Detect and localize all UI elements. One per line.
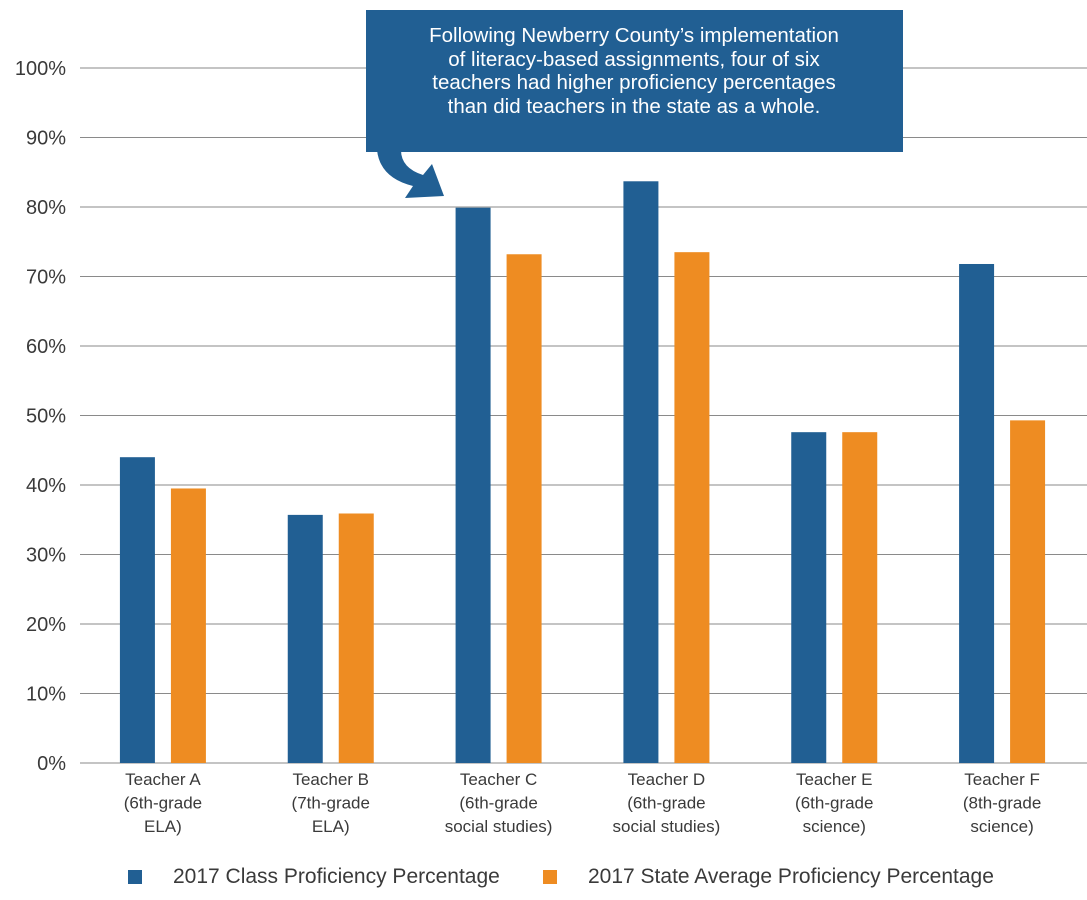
bar-state (506, 254, 542, 763)
category-label: ELA) (144, 817, 182, 836)
category-label: (6th-grade (459, 794, 537, 813)
y-tick-label: 10% (26, 684, 66, 706)
callout-line: teachers had higher proficiency percenta… (432, 71, 836, 94)
category-label: Teacher D (628, 770, 705, 789)
y-tick-label: 30% (26, 545, 66, 567)
bar-state (1010, 420, 1046, 763)
y-tick-label: 70% (26, 267, 66, 289)
bar-state (674, 252, 710, 764)
bar-class (287, 514, 323, 763)
callout-arrow (377, 150, 444, 198)
bar-state (842, 432, 878, 763)
legend-swatch-class (128, 870, 142, 884)
category-label: social studies) (445, 817, 553, 836)
category-label: science) (970, 817, 1033, 836)
callout-line: than did teachers in the state as a whol… (447, 94, 821, 118)
callout-line: of literacy-based assignments, four of s… (448, 47, 820, 71)
category-label: Teacher F (964, 770, 1040, 789)
y-tick-label: 60% (26, 336, 66, 358)
y-tick-label: 50% (26, 406, 66, 428)
y-tick-label: 90% (26, 128, 66, 150)
category-labels: Teacher A (6th-grade ELA) Teacher B (7th-gra… (124, 770, 1042, 836)
category-label: (6th-grade (627, 794, 705, 813)
bar-class (119, 457, 155, 763)
category-label: Teacher E (796, 770, 873, 789)
y-axis-ticks: 0% 10% 20% 30% 40% 50% 60% 70% 80% 90% 100% (15, 58, 66, 775)
category-label: ELA) (312, 817, 350, 836)
category-label: (8th-grade (963, 794, 1041, 813)
category-label: Teacher C (460, 770, 537, 789)
category-label: social studies) (613, 817, 721, 836)
bar-chart: 0% 10% 20% 30% 40% 50% 60% 70% 80% 90% 100% Teache… (15, 10, 1087, 836)
callout-background (366, 10, 903, 152)
category-label: (6th-grade (795, 794, 873, 813)
bars (119, 181, 1046, 764)
callout-box (366, 10, 903, 198)
callout-text: Following Newberry County’s implementati… (368, 24, 900, 118)
bar-class (959, 263, 995, 763)
bar-class (623, 181, 659, 763)
legend-label-class: 2017 Class Proficiency Percentage (173, 865, 500, 888)
callout-line: Following Newberry County’s implementati… (429, 24, 839, 47)
y-tick-label: 40% (26, 475, 66, 497)
y-tick-label: 20% (26, 614, 66, 636)
category-label: (7th-grade (292, 794, 370, 813)
bar-class (455, 207, 491, 763)
legend-item-state: 2017 State Average Proficiency Percentag… (543, 865, 994, 889)
category-label: Teacher A (125, 770, 201, 789)
y-tick-label: 100% (15, 58, 66, 80)
bar-state (338, 513, 374, 763)
legend-item-class: 2017 Class Proficiency Percentage (128, 865, 500, 889)
legend-swatch-state (543, 870, 557, 884)
legend-label-state: 2017 State Average Proficiency Percentag… (588, 865, 994, 888)
bar-state (170, 488, 206, 763)
y-tick-label: 0% (37, 753, 66, 775)
bar-class (791, 432, 827, 763)
category-label: Teacher B (292, 770, 369, 789)
y-tick-label: 80% (26, 197, 66, 219)
category-label: (6th-grade (124, 794, 202, 813)
legend: 2017 Class Proficiency Percentage 2017 S… (0, 860, 1087, 900)
category-label: science) (803, 817, 866, 836)
gridlines (80, 67, 1087, 764)
